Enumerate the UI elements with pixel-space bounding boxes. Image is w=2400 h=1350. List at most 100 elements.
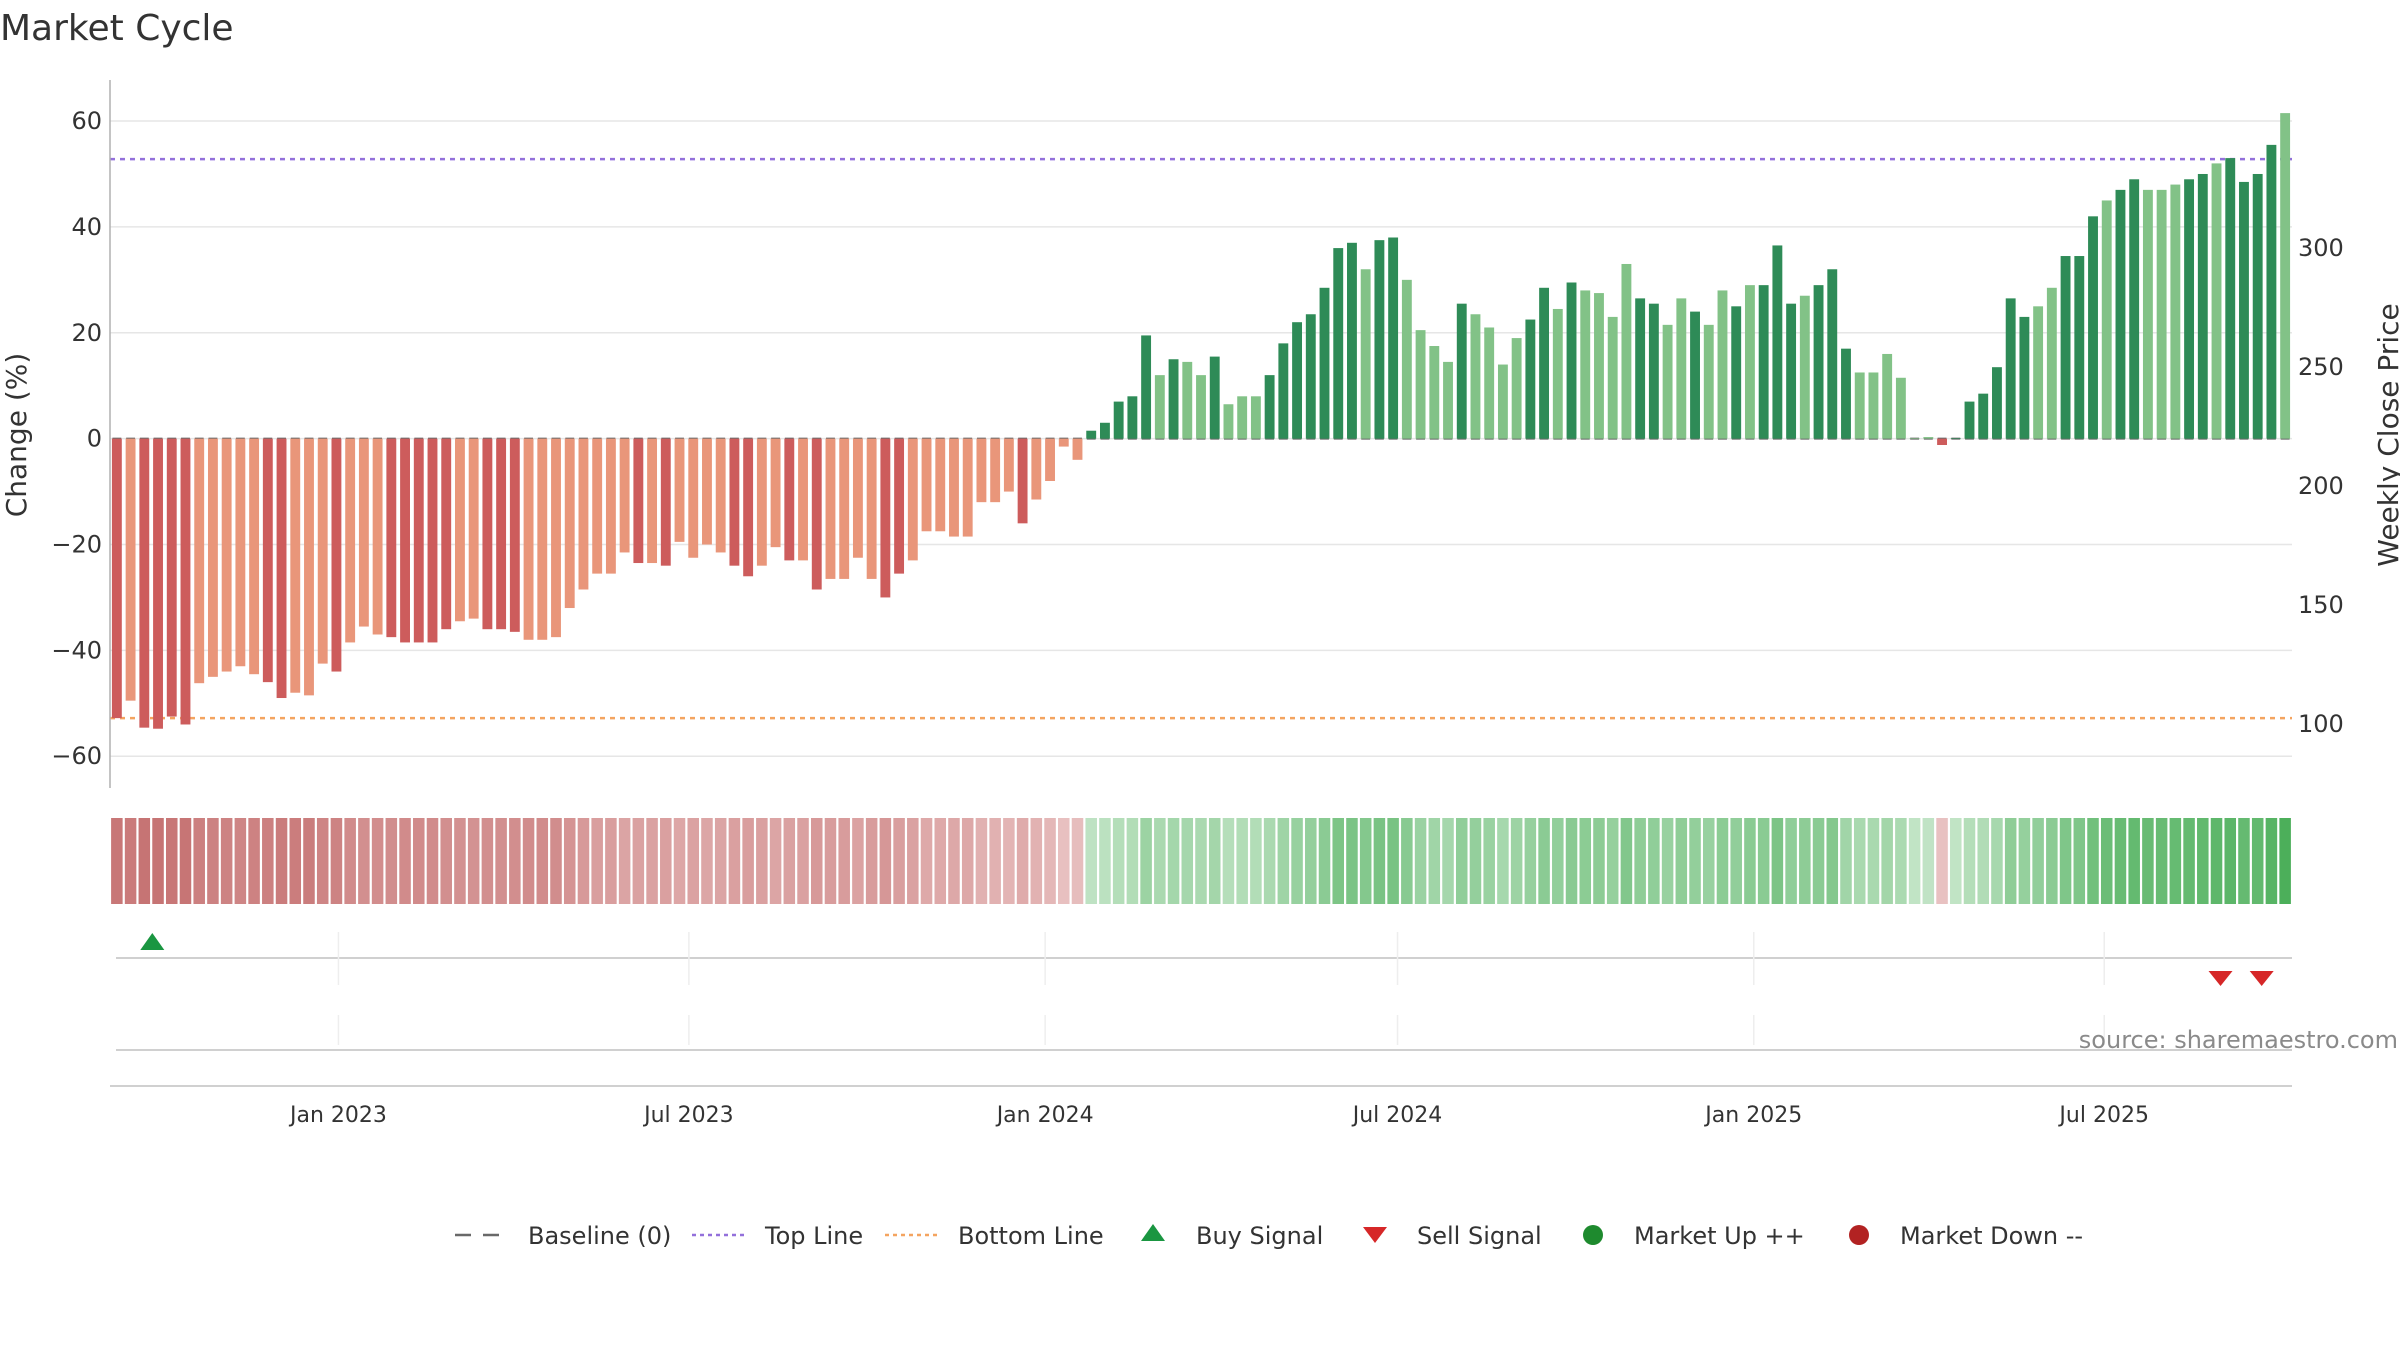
bar xyxy=(482,438,493,630)
strip-cell xyxy=(1853,818,1866,904)
bar xyxy=(2101,200,2112,439)
y-tick-label: 40 xyxy=(71,213,102,241)
bar xyxy=(194,438,205,684)
bar xyxy=(276,438,287,699)
strip-cell xyxy=(577,818,590,904)
bar xyxy=(1648,303,1659,439)
strip-cell xyxy=(2279,818,2291,904)
bar xyxy=(235,438,246,667)
bar xyxy=(592,438,603,574)
strip-cell xyxy=(769,818,782,904)
bar xyxy=(262,438,273,683)
y2-tick-label: 250 xyxy=(2298,353,2344,381)
bar xyxy=(1621,263,1632,439)
strip-cell xyxy=(1154,818,1166,904)
bar xyxy=(290,438,301,693)
bar xyxy=(2156,189,2167,439)
bar xyxy=(1772,245,1783,439)
y2-axis-title: Weekly Close Price xyxy=(2372,303,2400,566)
bar xyxy=(1086,430,1097,439)
bar xyxy=(1676,298,1687,439)
bar xyxy=(304,438,314,696)
y2-tick-label: 150 xyxy=(2298,591,2344,619)
strip-cell xyxy=(1867,818,1880,904)
strip-cell xyxy=(1593,818,1605,904)
strip-cell xyxy=(879,818,892,904)
cycle-color-strip xyxy=(111,818,2291,904)
strip-cell xyxy=(1373,818,1386,904)
bar xyxy=(2211,163,2222,439)
strip-cell xyxy=(1181,818,1194,904)
sell-signal-marker xyxy=(2208,971,2233,986)
strip-cell xyxy=(2155,818,2168,904)
bar xyxy=(1854,372,1865,439)
strip-cell xyxy=(1510,818,1523,904)
strip-cell xyxy=(1263,818,1276,904)
legend-label: Sell Signal xyxy=(1417,1222,1542,1250)
signal-panels xyxy=(110,932,2292,1087)
strip-cell xyxy=(893,818,905,904)
bar xyxy=(1209,356,1220,439)
strip-cell xyxy=(2032,818,2044,904)
strip-cell xyxy=(1744,818,1756,904)
bar xyxy=(551,438,561,638)
strip-cell xyxy=(550,818,562,904)
strip-cell xyxy=(330,818,343,904)
strip-cell xyxy=(2059,818,2072,904)
bar xyxy=(1003,438,1014,492)
bar xyxy=(468,438,479,619)
bar xyxy=(1580,290,1591,439)
x-tick-label: Jul 2025 xyxy=(2057,1103,2149,1128)
strip-cell xyxy=(1332,818,1344,904)
bar xyxy=(605,438,616,574)
bar xyxy=(2170,184,2181,439)
bar xyxy=(935,438,946,532)
bar xyxy=(1058,438,1069,447)
strip-cell xyxy=(248,818,260,904)
bar xyxy=(1923,437,1934,439)
strip-cell xyxy=(1634,818,1646,904)
strip-cell xyxy=(1991,818,2003,904)
bar xyxy=(1895,377,1906,439)
bar xyxy=(2060,256,2071,439)
bar xyxy=(1813,285,1824,439)
strip-cell xyxy=(1236,818,1248,904)
strip-cell xyxy=(1826,818,1839,904)
strip-cell xyxy=(618,818,631,904)
strip-cell xyxy=(1044,818,1056,904)
y-tick-label: −40 xyxy=(51,636,102,664)
strip-cell xyxy=(1538,818,1550,904)
bar xyxy=(1594,293,1604,439)
bar xyxy=(2019,316,2030,439)
strip-cell xyxy=(563,818,576,904)
bar xyxy=(358,438,369,627)
circle-icon xyxy=(1583,1225,1603,1245)
bar xyxy=(2266,144,2277,439)
strip-cell xyxy=(111,818,123,904)
strip-cell xyxy=(303,818,315,904)
bar xyxy=(249,438,260,675)
bar xyxy=(1250,396,1261,439)
bar xyxy=(125,438,136,701)
strip-cell xyxy=(865,818,878,904)
bar xyxy=(345,438,356,643)
strip-cell xyxy=(660,818,672,904)
legend-label: Buy Signal xyxy=(1196,1222,1323,1250)
bar xyxy=(1799,295,1810,439)
chart-title: Market Cycle xyxy=(0,8,234,49)
bar xyxy=(1223,404,1234,439)
bar xyxy=(1374,240,1385,439)
strip-cell xyxy=(522,818,535,904)
strip-cell xyxy=(426,818,439,904)
strip-cell xyxy=(1469,818,1482,904)
triangle-down-icon xyxy=(1363,1227,1387,1243)
y-tick-label: 20 xyxy=(71,319,102,347)
strip-cell xyxy=(2265,818,2278,904)
strip-cell xyxy=(687,818,700,904)
bar xyxy=(1360,269,1371,439)
strip-cell xyxy=(467,818,480,904)
bar xyxy=(400,438,410,643)
strip-cell xyxy=(1963,818,1976,904)
strip-cell xyxy=(2046,818,2058,904)
